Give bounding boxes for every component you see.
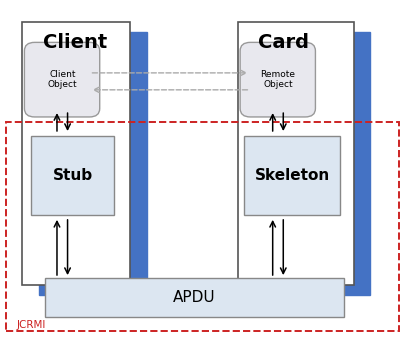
FancyBboxPatch shape [240, 42, 315, 117]
FancyBboxPatch shape [39, 32, 147, 295]
FancyBboxPatch shape [22, 22, 130, 285]
Text: Remote
Object: Remote Object [260, 70, 295, 89]
Text: APDU: APDU [173, 290, 216, 305]
FancyBboxPatch shape [31, 136, 114, 215]
Text: Client
Object: Client Object [48, 70, 77, 89]
Text: Client: Client [43, 33, 107, 52]
Text: Stub: Stub [53, 168, 92, 183]
Text: Card: Card [258, 33, 309, 52]
FancyBboxPatch shape [254, 32, 370, 295]
Text: JCRMI: JCRMI [16, 320, 46, 331]
Text: Skeleton: Skeleton [255, 168, 330, 183]
FancyBboxPatch shape [244, 136, 340, 215]
FancyBboxPatch shape [238, 22, 354, 285]
FancyBboxPatch shape [45, 278, 344, 317]
FancyBboxPatch shape [24, 42, 100, 117]
